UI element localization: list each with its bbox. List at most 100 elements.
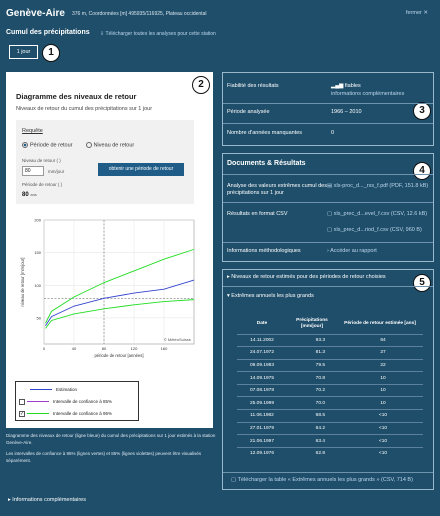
reliability-value-text: fiables — [344, 83, 361, 89]
documents-panel: Documents & Résultats 4 Analyse des vale… — [222, 153, 434, 262]
y-axis-label: niveau de retour [mm/jour] — [20, 258, 25, 307]
download-all-label: Télécharger toutes les analyses pour cet… — [105, 31, 216, 37]
extremes-analysis-pdf-link[interactable]: ▤ xls-proc_d..._rxs_f.pdf (PDF, 151.8 kB… — [327, 183, 429, 190]
table-row: 25.09.1999 70.0 10 — [237, 396, 423, 410]
x-tick-label: 80 — [102, 346, 107, 351]
legend-estimation-label: Estimation — [56, 387, 78, 392]
x-tick-label: 160 — [161, 346, 168, 351]
get-return-period-button[interactable]: obtenir une période de retour — [98, 163, 184, 176]
title-bar: Genève-Aire 376 m, Coordonnées [m] 49593… — [0, 0, 440, 24]
download-icon: ⇩ — [100, 31, 106, 37]
cell-precipitation: 62.8 — [287, 446, 337, 460]
download-all-link[interactable]: ⇩ Télécharger toutes les analyses pour c… — [100, 31, 216, 37]
radio-return-period[interactable] — [22, 142, 28, 148]
extremes-analysis-label: Analyse des valeurs extrêmes cumul des p… — [227, 183, 327, 196]
chevron-down-icon: ▾ — [227, 293, 232, 299]
page-title: Cumul des précipitations — [6, 29, 90, 36]
extremes-analysis-pdf-label: xls-proc_d..._rxs_f.pdf (PDF, 151.8 kB) — [333, 183, 429, 189]
cell-precipitation: 70.0 — [287, 396, 337, 410]
cell-precipitation: 79.5 — [287, 358, 337, 372]
cell-return-period: 22 — [337, 358, 423, 372]
chevron-right-icon: ▸ — [8, 497, 13, 503]
chevron-right-icon: ▸ — [227, 274, 232, 280]
missing-years-value: 0 — [331, 130, 335, 136]
marker-4: 4 — [413, 162, 431, 180]
radio-return-level-label: Niveau de retour — [93, 142, 135, 149]
request-title: Requête — [22, 128, 43, 134]
cell-precipitation: 68.5 — [287, 409, 337, 423]
cell-precipitation: 70.8 — [287, 371, 337, 385]
ci95-checkbox[interactable]: ✓ — [19, 410, 25, 417]
marker-3: 3 — [413, 102, 431, 120]
analysis-period-value: 1966 – 2010 — [331, 109, 362, 115]
pdf-icon: ▤ — [327, 183, 334, 189]
file-icon: ▢ — [327, 211, 334, 217]
annual-extremes-toggle[interactable]: ▾ Extrêmes annuels les plus grands — [227, 293, 314, 300]
station-name: Genève-Aire — [6, 8, 65, 19]
arrow-icon: › — [327, 248, 331, 254]
close-button[interactable]: fermer ✕ — [405, 10, 428, 16]
ci95-upper-line — [45, 248, 195, 324]
return-level-input[interactable]: 80 — [22, 166, 44, 176]
diagram-caption-1: Diagramme des niveaux de retour (ligne b… — [6, 433, 216, 445]
more-info-toggle[interactable]: ▸ Informations complémentaires — [8, 497, 86, 503]
csv-period-link[interactable]: ▢ xls_prec_d...riod_f.csv (CSV, 960 B) — [327, 227, 429, 234]
reliability-more-info-link[interactable]: informations complémentaires — [331, 91, 405, 97]
table-row: 27.01.1979 64.2 <10 — [237, 421, 423, 435]
radio-return-level[interactable] — [85, 142, 92, 148]
cell-date: 09.09.1983 — [237, 358, 287, 372]
marker-1: 1 — [42, 44, 60, 62]
more-info-label: Informations complémentaires — [12, 497, 86, 503]
table-body: 14.11.2002 93.3 84 24.07.1972 81.3 27 09.09.19… — [237, 333, 423, 460]
ci95-lower-line — [45, 299, 195, 329]
methodology-report-link[interactable]: › Accéder au rapport — [327, 248, 377, 255]
return-period-result-label: Période de retour ( ) — [22, 182, 63, 187]
ci85-checkbox[interactable] — [19, 398, 25, 405]
table-header-row: Date Précipitations [mm/jour] Période de… — [237, 314, 423, 334]
legend-ci85-label: Intervalle de confiance à 85% — [53, 399, 113, 404]
cell-return-period: 10 — [337, 383, 423, 397]
table-row: 11.06.1982 68.5 <10 — [237, 409, 423, 423]
download-extremes-link[interactable]: ▢ Télécharger la table « Extrêmes annuel… — [231, 477, 413, 484]
legend-ci85[interactable]: Intervalle de confiance à 85% — [19, 398, 112, 406]
table-row: 14.11.2002 93.3 84 — [237, 333, 423, 347]
cell-precipitation: 81.3 — [287, 346, 337, 360]
table-row: 12.09.1976 62.8 <10 — [237, 446, 423, 460]
table-row: 07.08.1978 70.2 10 — [237, 383, 423, 397]
legend-estimation: Estimation — [30, 386, 77, 394]
annual-extremes-table: Date Précipitations [mm/jour] Période de… — [237, 314, 423, 460]
divider — [223, 174, 433, 175]
cell-return-period: <10 — [337, 409, 423, 423]
y-tick-label: 100 — [34, 283, 41, 288]
cell-date: 24.07.1972 — [237, 346, 287, 360]
estimation-line — [45, 279, 195, 326]
x-tick-label: 0 — [43, 346, 46, 351]
y-tick-label: 150 — [34, 250, 41, 255]
legend-ci95[interactable]: ✓ Intervalle de confiance à 95% — [19, 410, 112, 418]
column-header-return-period: Période de retour estimée [ans] — [344, 320, 416, 326]
copyright-label: © MétéoSuisse — [164, 337, 192, 342]
cell-precipitation: 63.4 — [287, 434, 337, 448]
plot-area — [43, 219, 195, 345]
missing-years-label: Nombre d'années manquantes — [227, 130, 303, 136]
legend-estimation-swatch — [30, 389, 52, 391]
chart-legend: Estimation Intervalle de confiance à 85%… — [15, 381, 139, 421]
methodology-report-label: Accéder au rapport — [330, 248, 377, 254]
tab-1-day[interactable]: 1 jour — [9, 45, 38, 59]
x-tick-label: 120 — [131, 346, 138, 351]
csv-level-link[interactable]: ▢ xls_prec_d...evel_f.csv (CSV, 12.6 kB) — [327, 211, 429, 218]
x-axis-label: période de retour [années] — [94, 353, 143, 358]
radio-return-period-label: Période de retour — [30, 142, 73, 149]
table-row: 14.09.1975 70.8 10 — [237, 371, 423, 385]
cell-date: 25.09.1999 — [237, 396, 287, 410]
cell-precipitation: 70.2 — [287, 383, 337, 397]
return-level-unit: mm/jour — [48, 169, 65, 174]
extremes-panel: 5 ▸ Niveaux de retour estimés pour des p… — [222, 269, 434, 490]
divider — [223, 242, 433, 243]
cell-date: 12.09.1976 — [237, 446, 287, 460]
return-levels-toggle[interactable]: ▸ Niveaux de retour estimés pour des pér… — [227, 274, 386, 281]
cell-return-period: 10 — [337, 371, 423, 385]
return-period-result-unit: ans — [30, 192, 37, 197]
cell-return-period: <10 — [337, 421, 423, 435]
column-header-precipitation: Précipitations [mm/jour] — [296, 317, 328, 329]
